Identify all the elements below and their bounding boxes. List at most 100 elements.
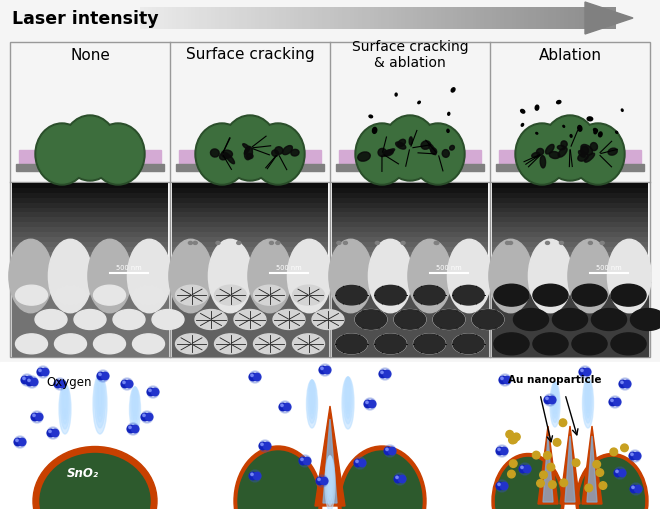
Bar xyxy=(332,188,488,194)
Bar xyxy=(332,247,488,253)
Ellipse shape xyxy=(94,334,125,354)
Ellipse shape xyxy=(593,129,597,132)
Ellipse shape xyxy=(195,310,227,330)
Bar xyxy=(332,233,488,238)
Bar xyxy=(342,8,347,30)
Ellipse shape xyxy=(375,334,406,354)
Bar xyxy=(172,284,328,356)
Ellipse shape xyxy=(91,124,145,186)
Polygon shape xyxy=(582,426,602,504)
Bar xyxy=(385,8,390,30)
Circle shape xyxy=(609,399,616,406)
Text: 500 nm: 500 nm xyxy=(116,265,142,270)
Bar xyxy=(290,8,296,30)
Circle shape xyxy=(51,430,59,437)
Circle shape xyxy=(553,439,561,446)
Bar xyxy=(235,8,240,30)
Ellipse shape xyxy=(433,310,465,330)
Ellipse shape xyxy=(94,286,125,305)
Bar xyxy=(445,8,449,30)
Bar xyxy=(148,8,153,30)
Ellipse shape xyxy=(589,242,593,245)
Text: Surface cracking
& ablation: Surface cracking & ablation xyxy=(352,40,469,70)
Circle shape xyxy=(498,448,500,450)
Text: SnO₂: SnO₂ xyxy=(67,467,99,479)
Bar xyxy=(492,252,648,258)
Bar xyxy=(172,193,328,200)
Bar xyxy=(12,284,168,356)
Circle shape xyxy=(499,377,507,384)
Bar xyxy=(191,8,197,30)
Circle shape xyxy=(496,480,508,492)
Circle shape xyxy=(499,374,511,386)
Bar xyxy=(172,252,328,258)
Ellipse shape xyxy=(368,240,412,313)
Ellipse shape xyxy=(64,118,116,180)
Bar xyxy=(492,203,648,209)
Bar xyxy=(332,237,488,243)
Bar xyxy=(480,8,485,30)
Bar xyxy=(397,8,402,30)
Circle shape xyxy=(16,439,18,442)
Bar xyxy=(492,193,648,200)
Ellipse shape xyxy=(556,101,561,104)
Bar xyxy=(302,8,308,30)
Ellipse shape xyxy=(282,146,292,155)
Circle shape xyxy=(618,469,626,477)
Circle shape xyxy=(496,447,504,455)
Circle shape xyxy=(121,381,129,388)
Ellipse shape xyxy=(253,334,286,354)
Circle shape xyxy=(54,381,61,388)
Ellipse shape xyxy=(193,242,197,245)
Circle shape xyxy=(301,458,303,461)
Ellipse shape xyxy=(209,240,252,313)
Circle shape xyxy=(28,379,30,382)
Bar xyxy=(172,199,328,204)
Bar xyxy=(492,233,648,238)
Bar xyxy=(227,8,232,30)
Ellipse shape xyxy=(214,286,246,305)
Bar xyxy=(607,8,612,30)
Bar xyxy=(172,247,328,253)
Ellipse shape xyxy=(342,451,422,509)
Ellipse shape xyxy=(357,126,407,184)
Bar xyxy=(172,203,328,209)
Bar xyxy=(12,276,168,282)
Bar xyxy=(332,218,488,224)
Ellipse shape xyxy=(551,382,559,422)
Circle shape xyxy=(629,453,637,460)
Circle shape xyxy=(31,411,43,423)
Bar xyxy=(275,8,280,30)
Ellipse shape xyxy=(578,126,582,132)
Bar xyxy=(12,223,168,229)
Bar xyxy=(524,8,529,30)
Bar xyxy=(294,8,300,30)
Circle shape xyxy=(560,479,568,487)
Bar xyxy=(500,8,505,30)
Ellipse shape xyxy=(310,380,314,414)
Bar xyxy=(492,223,648,229)
Bar xyxy=(370,8,374,30)
Ellipse shape xyxy=(9,240,53,313)
Ellipse shape xyxy=(93,126,143,184)
Ellipse shape xyxy=(251,124,305,186)
Circle shape xyxy=(513,433,520,441)
Bar xyxy=(187,8,193,30)
Ellipse shape xyxy=(343,242,347,245)
Ellipse shape xyxy=(414,286,446,305)
Ellipse shape xyxy=(61,384,69,429)
Ellipse shape xyxy=(472,310,504,330)
Polygon shape xyxy=(323,419,337,503)
Bar xyxy=(564,8,568,30)
Circle shape xyxy=(614,469,622,477)
Bar xyxy=(492,213,648,219)
Circle shape xyxy=(147,388,154,396)
Ellipse shape xyxy=(611,333,646,355)
Circle shape xyxy=(319,366,327,374)
Ellipse shape xyxy=(552,382,558,418)
Circle shape xyxy=(504,377,511,384)
Bar xyxy=(332,193,488,200)
Ellipse shape xyxy=(308,380,316,423)
Bar xyxy=(469,8,473,30)
Bar xyxy=(259,8,264,30)
